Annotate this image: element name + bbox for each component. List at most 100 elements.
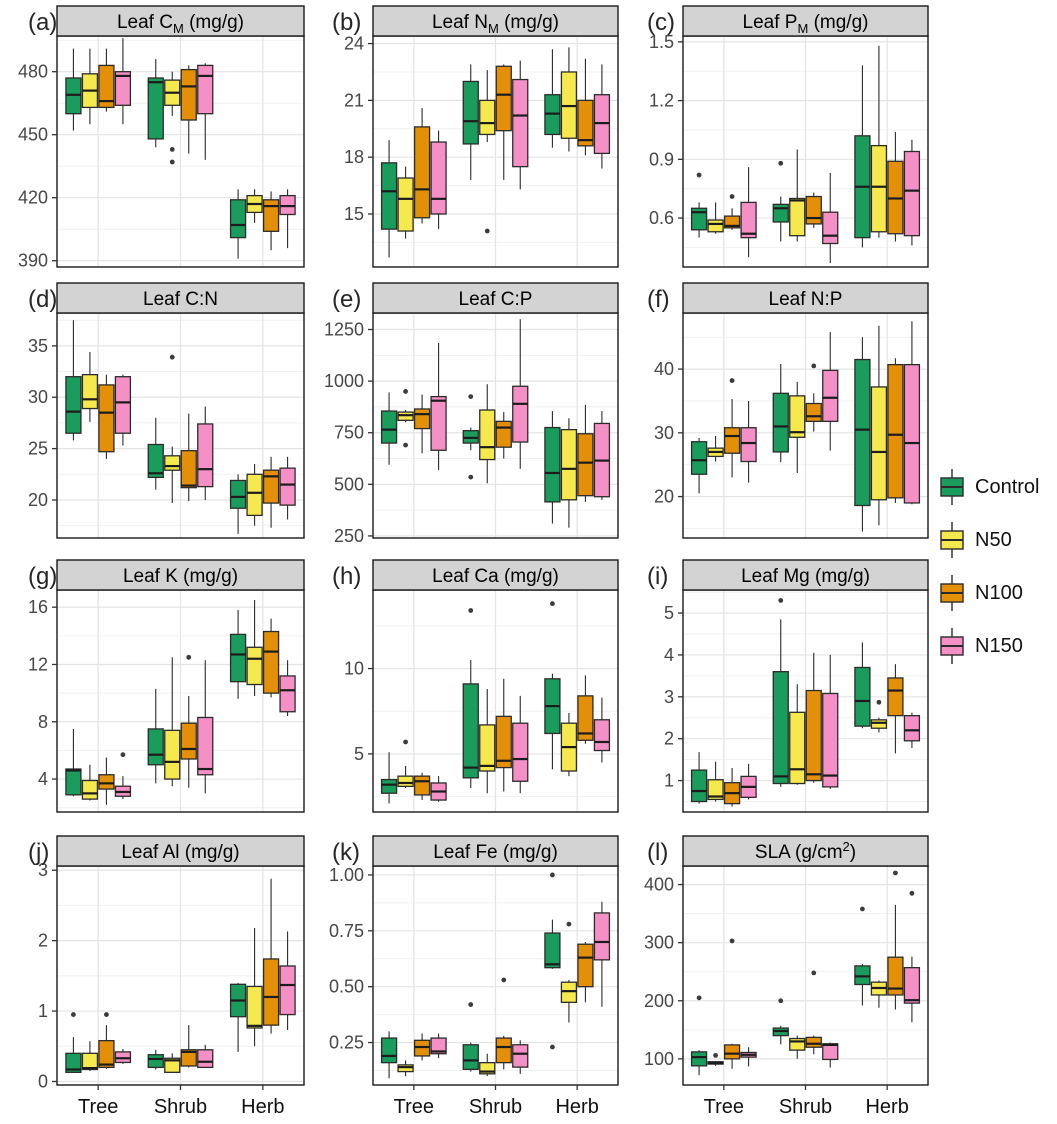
box-shrub-n100 (805, 1035, 822, 1055)
box-shrub-n50 (164, 71, 181, 116)
panel-letter: (g) (28, 563, 57, 590)
y-tick-label: 750 (334, 423, 364, 443)
box-herb-n100 (577, 58, 594, 156)
panel-letter: (a) (28, 9, 57, 36)
box-tree-control (690, 202, 708, 238)
box-herb-control (854, 337, 871, 532)
box-tree-n150 (740, 1047, 757, 1067)
y-tick-label: 4 (38, 769, 48, 789)
outlier-point (778, 998, 784, 1004)
outlier-point (909, 890, 915, 896)
box-shrub-n50 (789, 684, 806, 785)
y-tick-label: 25 (28, 439, 48, 459)
box-shrub-n100 (180, 695, 197, 788)
outlier-point (729, 194, 735, 199)
box-herb-n50 (560, 712, 578, 777)
box-herb-n50 (560, 979, 578, 1023)
box-shrub-n100 (495, 64, 512, 180)
panel-letter: (j) (28, 839, 49, 866)
y-tick-label: 1 (664, 771, 674, 791)
box-tree-n150 (740, 400, 757, 483)
box-herb-n150 (593, 697, 611, 763)
y-tick-label: 0.50 (329, 977, 364, 997)
box-tree-n50 (707, 761, 724, 802)
box-tree-control (690, 437, 708, 494)
facet-strip (56, 282, 305, 314)
panel-h-boxplot: 5 10 Leaf Ca (mg/g) (h) (332, 559, 619, 813)
legend: Control N50 N100 N150 (938, 468, 1039, 665)
outlier-point (120, 752, 126, 758)
box-tree-n100 (413, 107, 431, 224)
box-shrub-control (462, 660, 479, 789)
box-shrub-n50 (164, 1053, 181, 1074)
box-shrub-control (147, 688, 164, 784)
outlier-point (403, 739, 408, 745)
box-shrub-control (147, 59, 164, 148)
box-herb-n100 (577, 941, 594, 1003)
box-tree-n50 (397, 765, 414, 789)
outlier-point (876, 699, 882, 705)
box-tree-n150 (114, 38, 132, 125)
outlier-point (403, 442, 408, 448)
boxplot-key-icon (940, 522, 964, 558)
box-tree-n50 (81, 48, 99, 125)
box-tree-n100 (723, 399, 741, 478)
facet-strip (372, 835, 619, 867)
outlier-point (71, 1012, 76, 1017)
box-herb-n100 (262, 456, 280, 528)
outlier-point (550, 601, 555, 607)
box-tree-n100 (413, 772, 431, 801)
y-tick-label: 30 (654, 423, 674, 443)
x-axis-label-shrub: Shrub (469, 1096, 522, 1118)
y-tick-label: 480 (18, 62, 48, 82)
panel-j-boxplot: 0 1 2 3 Tree Shrub Herb Leaf Al (mg/g) (j) (28, 835, 305, 1118)
box-tree-control (690, 752, 708, 804)
box-shrub-n100 (180, 413, 197, 502)
box-tree-n50 (397, 410, 414, 423)
box-herb-control (229, 982, 247, 1052)
y-tick-label: 420 (18, 188, 48, 208)
panel-k-boxplot: 0.25 0.50 0.75 1.00 Tree Shrub Herb Leaf Fe (mg… (329, 835, 619, 1118)
box-herb-control (544, 411, 561, 524)
box-shrub-n50 (164, 446, 181, 504)
box-shrub-n150 (822, 654, 839, 789)
panel-letter: (d) (28, 286, 57, 313)
box-shrub-n100 (805, 192, 822, 228)
y-tick-label: 0.9 (649, 149, 674, 169)
panel-title: Leaf Ca (mg/g) (432, 566, 559, 587)
y-tick-label: 1250 (324, 320, 364, 340)
y-tick-label: 1000 (324, 371, 364, 391)
box-tree-n150 (430, 342, 447, 470)
y-tick-label: 1.2 (649, 91, 674, 111)
y-tick-label: 21 (344, 90, 364, 110)
box-shrub-n50 (789, 1035, 806, 1059)
box-tree-control (380, 752, 398, 804)
box-tree-n50 (81, 764, 99, 801)
panel-title: Leaf Al (mg/g) (121, 842, 239, 863)
outlier-point (169, 147, 175, 152)
outlier-point (169, 354, 175, 360)
box-herb-n50 (246, 927, 263, 1047)
y-tick-label: 390 (18, 251, 48, 271)
panel-letter: (h) (332, 563, 361, 590)
box-herb-n150 (903, 139, 921, 246)
y-tick-label: 2 (38, 931, 48, 951)
panel-title: Leaf C:P (459, 289, 533, 310)
panel-letter: (l) (647, 839, 668, 866)
box-herb-n50 (246, 189, 263, 223)
box-shrub-control (462, 1042, 479, 1072)
facet-strip (56, 5, 305, 37)
y-tick-label: 1.5 (649, 32, 674, 52)
panel-letter: (f) (647, 286, 670, 313)
box-herb-n50 (246, 464, 263, 526)
panel-title: Leaf PM (mg/g) (743, 12, 869, 36)
box-tree-n150 (740, 763, 757, 800)
box-herb-control (229, 189, 247, 259)
outlier-point (696, 172, 702, 178)
box-shrub-control (147, 1049, 164, 1070)
box-herb-n150 (903, 712, 921, 748)
box-tree-control (65, 48, 82, 131)
y-tick-label: 400 (644, 875, 674, 895)
legend-item-n150: N150 (938, 627, 1039, 665)
